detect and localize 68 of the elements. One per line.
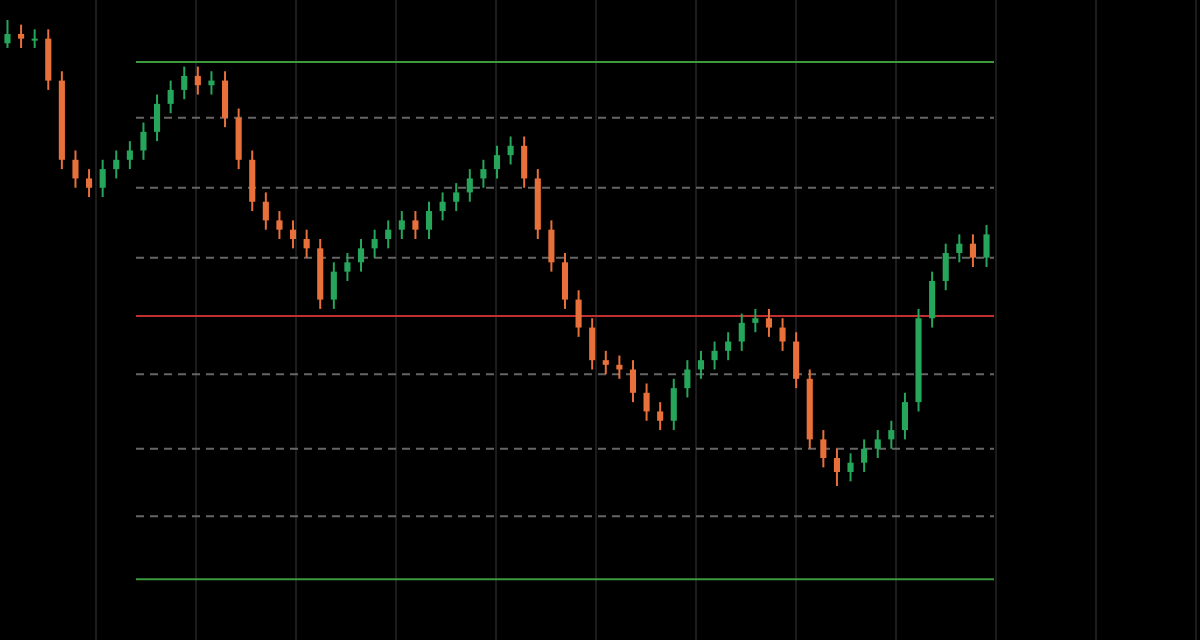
candlestick bbox=[901, 391, 908, 441]
candlestick bbox=[330, 261, 337, 310]
candlestick bbox=[18, 23, 25, 49]
candlestick bbox=[154, 93, 161, 143]
candlestick bbox=[194, 65, 201, 96]
candlestick bbox=[861, 438, 868, 474]
candlestick bbox=[344, 252, 351, 282]
candlestick bbox=[208, 70, 215, 96]
candlestick bbox=[929, 270, 936, 329]
candlestick bbox=[412, 210, 419, 241]
candlestick bbox=[983, 224, 990, 268]
candlestick bbox=[398, 210, 405, 241]
candlestick bbox=[276, 210, 283, 241]
candlestick bbox=[616, 354, 623, 380]
candlestick bbox=[765, 307, 773, 338]
candlestick bbox=[969, 233, 976, 268]
candlestick bbox=[888, 419, 895, 450]
candlestick bbox=[779, 317, 786, 352]
candlestick bbox=[181, 65, 188, 101]
candlestick bbox=[235, 107, 242, 171]
candlestick bbox=[629, 359, 637, 404]
candlestick bbox=[589, 317, 596, 371]
candlestick bbox=[684, 359, 691, 399]
candlestick bbox=[126, 140, 133, 171]
candlestick bbox=[521, 135, 528, 189]
candlestick bbox=[439, 191, 446, 222]
candlestick bbox=[657, 401, 664, 432]
candlestick bbox=[86, 168, 93, 199]
candlestick bbox=[493, 144, 501, 180]
candlestick bbox=[357, 238, 365, 273]
candlestick bbox=[711, 340, 718, 371]
candlestick bbox=[371, 228, 378, 259]
candlestick bbox=[45, 28, 52, 91]
candlestick bbox=[507, 135, 514, 166]
candlestick bbox=[385, 219, 392, 250]
candlestick bbox=[752, 307, 759, 334]
candlestick bbox=[289, 219, 297, 250]
candlestick bbox=[561, 252, 569, 310]
candlestick bbox=[942, 242, 949, 292]
candlestick bbox=[466, 168, 473, 203]
candlestick bbox=[113, 149, 120, 180]
candlestick bbox=[99, 158, 106, 199]
candlestick bbox=[303, 228, 310, 259]
candlestick bbox=[140, 121, 147, 161]
candlestick bbox=[31, 28, 38, 49]
candlestick bbox=[249, 149, 256, 213]
candlestick bbox=[725, 331, 732, 362]
candlestick bbox=[453, 182, 460, 213]
candlestick bbox=[548, 219, 555, 273]
candlestick bbox=[874, 429, 881, 460]
candlestick bbox=[956, 233, 963, 264]
candlestick bbox=[221, 70, 229, 129]
candlestick bbox=[602, 349, 609, 376]
candlestick bbox=[72, 149, 79, 189]
candlestick bbox=[670, 377, 677, 432]
candlestick bbox=[793, 331, 800, 390]
candlestick bbox=[643, 382, 650, 422]
candlestick bbox=[833, 447, 841, 487]
candlestick bbox=[425, 200, 433, 241]
candlestick bbox=[167, 79, 174, 115]
candlestick bbox=[847, 452, 854, 483]
candlestick bbox=[4, 19, 11, 49]
candlestick bbox=[738, 312, 745, 352]
candlestick bbox=[262, 191, 269, 231]
candlestick bbox=[697, 349, 705, 380]
candlestick bbox=[820, 429, 827, 469]
candlestick bbox=[575, 289, 582, 338]
candlestick bbox=[480, 158, 487, 189]
